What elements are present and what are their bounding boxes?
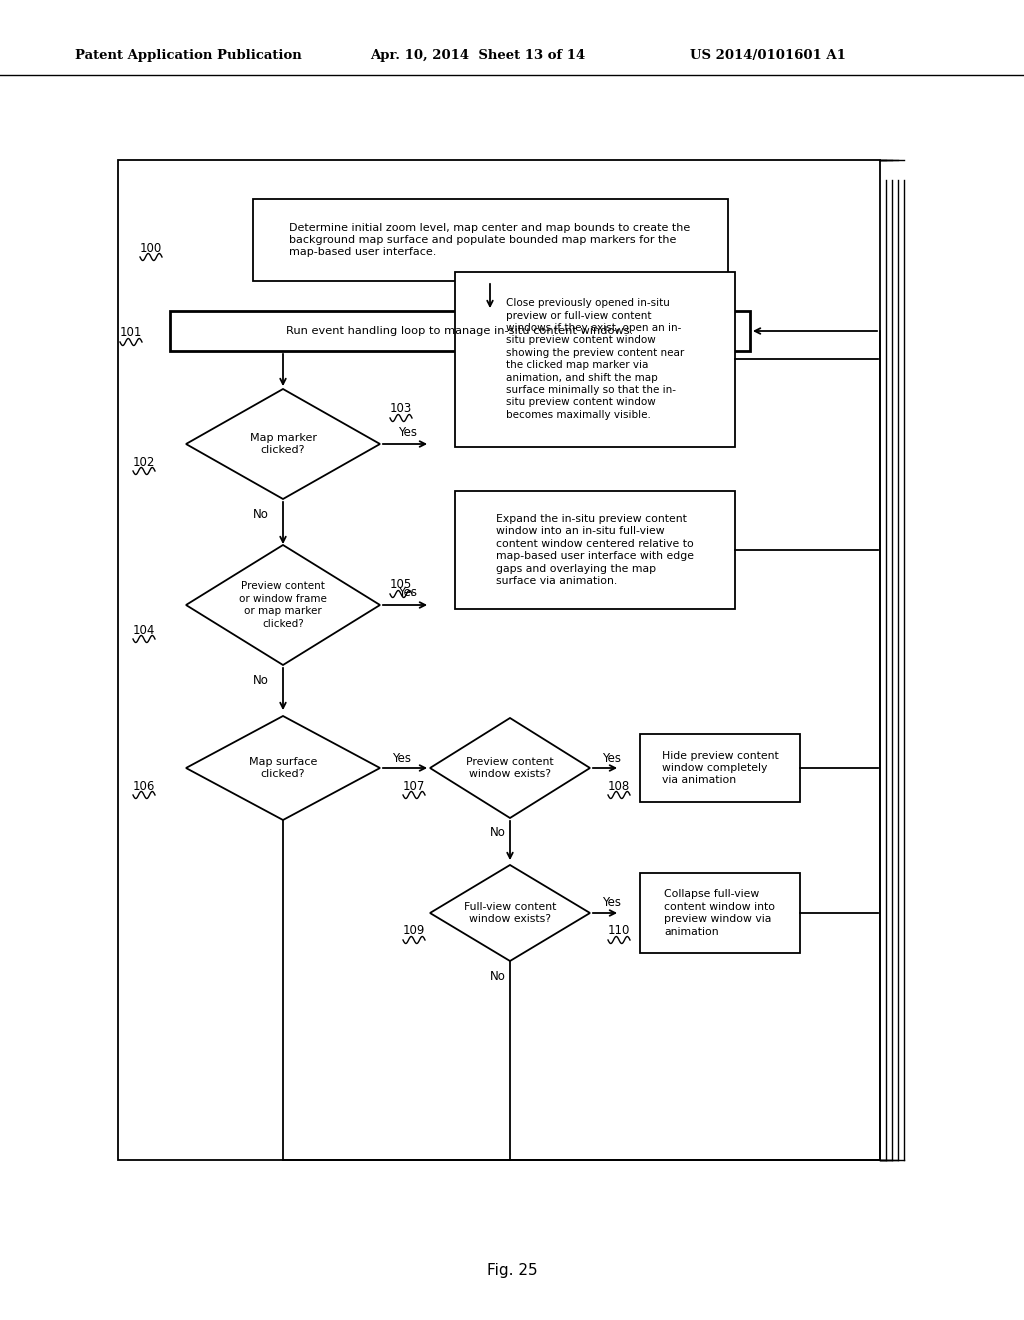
Bar	[640, 873, 800, 953]
Bar	[640, 734, 800, 803]
Text: No: No	[253, 675, 269, 688]
Text: Yes: Yes	[398, 586, 418, 599]
Text: Apr. 10, 2014  Sheet 13 of 14: Apr. 10, 2014 Sheet 13 of 14	[370, 49, 586, 62]
Text: 102: 102	[133, 455, 156, 469]
Text: No: No	[490, 826, 506, 840]
Polygon shape	[430, 865, 590, 961]
Bar	[253, 199, 727, 281]
Bar	[455, 491, 735, 609]
Text: Fig. 25: Fig. 25	[486, 1262, 538, 1278]
Text: Yes: Yes	[602, 896, 622, 909]
Text: Patent Application Publication: Patent Application Publication	[75, 49, 302, 62]
Text: Close previously opened in-situ
preview or full-view content
windows if they exi: Close previously opened in-situ preview …	[506, 298, 684, 420]
Text: US 2014/0101601 A1: US 2014/0101601 A1	[690, 49, 846, 62]
Text: Preview content
window exists?: Preview content window exists?	[466, 756, 554, 779]
Text: Run event handling loop to manage in-situ content windows.: Run event handling loop to manage in-sit…	[287, 326, 634, 337]
Text: Preview content
or window frame
or map marker
clicked?: Preview content or window frame or map m…	[239, 581, 327, 628]
Text: Yes: Yes	[398, 425, 418, 438]
Bar	[455, 272, 735, 446]
Bar	[118, 160, 880, 1160]
Text: No: No	[490, 969, 506, 982]
Text: Full-view content
window exists?: Full-view content window exists?	[464, 902, 556, 924]
Polygon shape	[186, 545, 380, 665]
Text: Collapse full-view
content window into
preview window via
animation: Collapse full-view content window into p…	[665, 890, 775, 937]
Text: Yes: Yes	[602, 751, 622, 764]
Bar	[170, 312, 750, 351]
Polygon shape	[186, 389, 380, 499]
Text: 104: 104	[133, 623, 156, 636]
Polygon shape	[186, 715, 380, 820]
Text: 100: 100	[140, 242, 162, 255]
Text: 103: 103	[390, 403, 413, 416]
Text: 108: 108	[608, 780, 630, 792]
Text: Hide preview content
window completely
via animation: Hide preview content window completely v…	[662, 751, 778, 785]
Text: 107: 107	[403, 780, 425, 792]
Text: Map marker
clicked?: Map marker clicked?	[250, 433, 316, 455]
Text: 106: 106	[133, 780, 156, 792]
Text: No: No	[253, 508, 269, 521]
Text: Expand the in-situ preview content
window into an in-situ full-view
content wind: Expand the in-situ preview content windo…	[496, 513, 694, 586]
Text: 109: 109	[403, 924, 425, 937]
Text: 110: 110	[608, 924, 631, 937]
Text: Yes: Yes	[392, 751, 412, 764]
Text: 105: 105	[390, 578, 413, 591]
Polygon shape	[430, 718, 590, 818]
Text: Map surface
clicked?: Map surface clicked?	[249, 756, 317, 779]
Text: Determine initial zoom level, map center and map bounds to create the
background: Determine initial zoom level, map center…	[290, 223, 690, 257]
Text: 101: 101	[120, 326, 142, 339]
